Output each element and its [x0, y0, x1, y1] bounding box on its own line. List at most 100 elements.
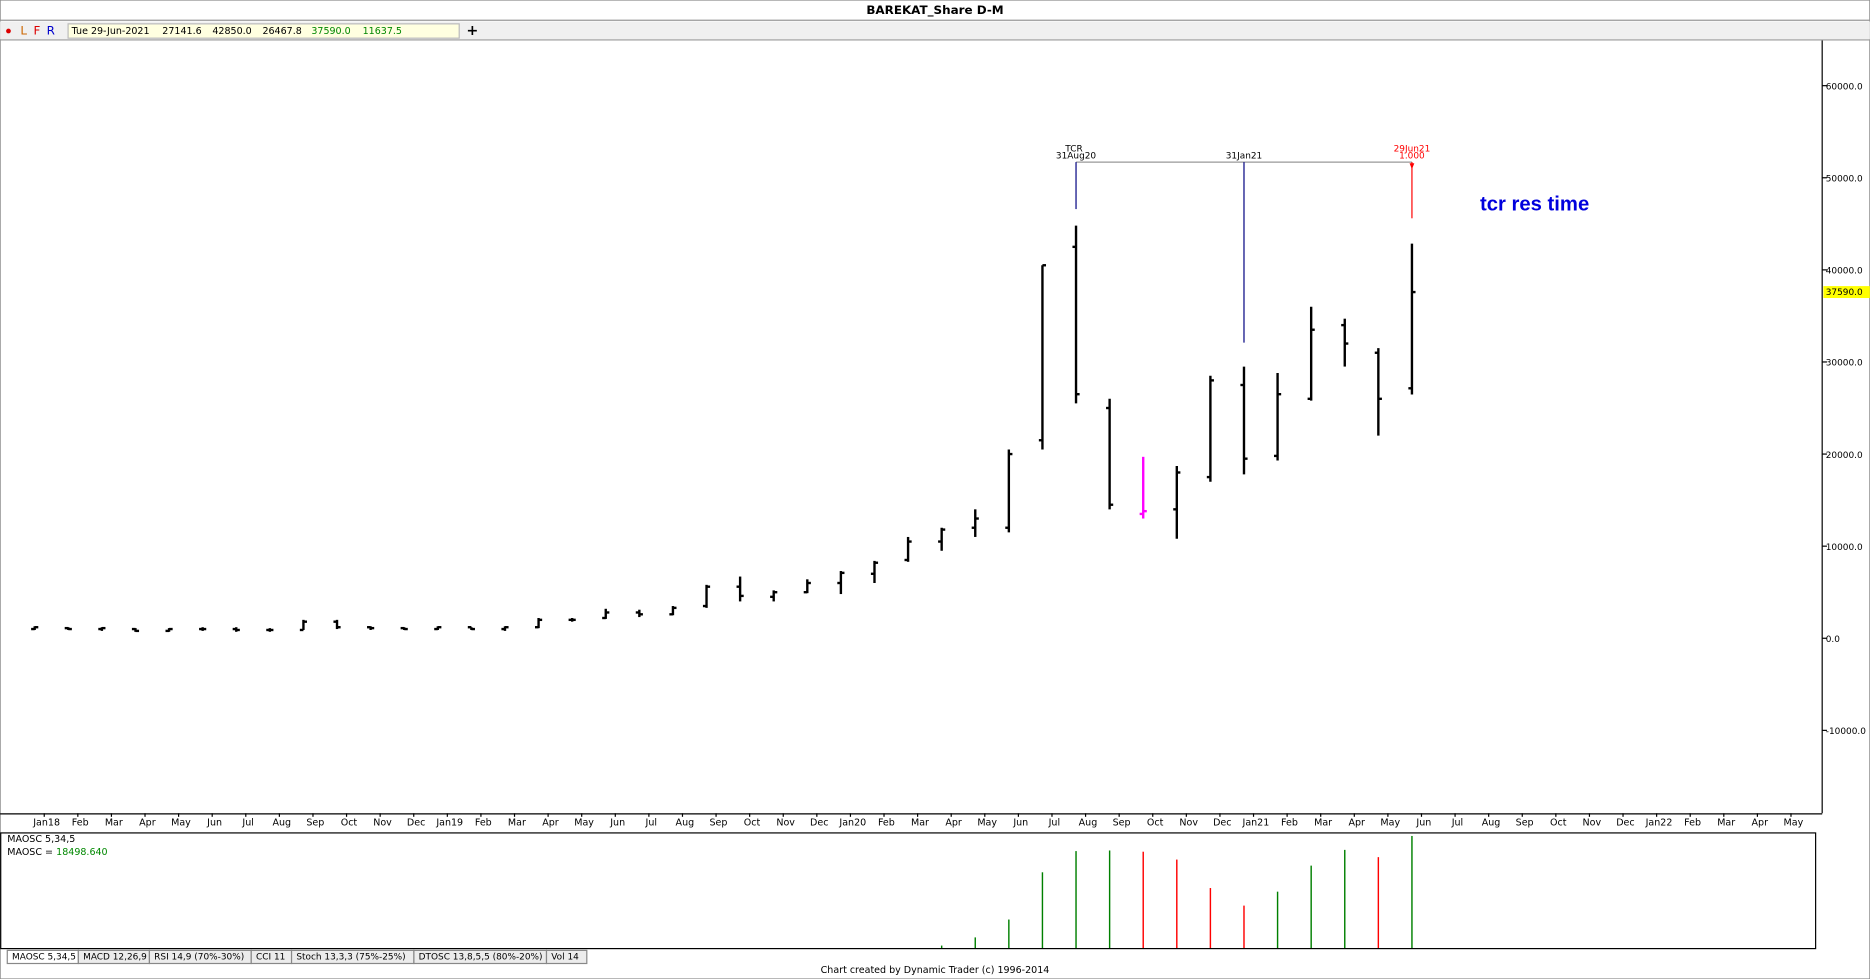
x-tick-label: Mar — [105, 817, 123, 828]
bar-high: 42850.0 — [212, 26, 251, 37]
x-tick-label: Oct — [744, 817, 761, 828]
x-tick-label: Jan20 — [838, 817, 866, 828]
tab-label: Stoch 13,3,3 (75%-25%) — [296, 952, 405, 962]
x-tick-label: Feb — [475, 817, 492, 828]
x-tick-label: Jan19 — [435, 817, 463, 828]
button-f[interactable]: F — [34, 24, 41, 38]
bar-close: 37590.0 — [311, 26, 350, 37]
indicator-title: MAOSC 5,34,5 — [7, 834, 75, 845]
x-tick-label: Apr — [1348, 817, 1365, 828]
window-title: BAREKAT_Share D-M — [866, 3, 1003, 18]
x-tick-label: Mar — [1314, 817, 1332, 828]
x-tick-label: Nov — [776, 817, 795, 828]
tcr-date: 31Jan21 — [1226, 152, 1263, 162]
y-tick-label: 20000.0 — [1826, 451, 1863, 461]
x-tick-label: May — [574, 817, 594, 828]
x-tick-label: Mar — [1717, 817, 1735, 828]
dot — [6, 28, 11, 34]
x-tick-label: Jun — [206, 817, 222, 828]
x-tick-label: May — [1784, 817, 1804, 828]
x-tick-label: Oct — [1550, 817, 1567, 828]
x-tick-label: Dec — [810, 817, 828, 828]
x-tick-label: Jul — [241, 817, 253, 828]
add-button[interactable]: + — [466, 23, 478, 39]
x-tick-label: Nov — [373, 817, 392, 828]
x-tick-label: Mar — [508, 817, 526, 828]
x-tick-label: Dec — [1616, 817, 1634, 828]
x-tick-label: Jul — [1048, 817, 1060, 828]
tcr-date: 31Aug20 — [1056, 152, 1097, 162]
y-tick-label: -10000.0 — [1826, 727, 1866, 737]
tcr-title: TCR — [1064, 144, 1082, 154]
toolbar — [0, 21, 1870, 40]
indicator-readout-name: MAOSC = — [7, 847, 53, 858]
x-tick-label: May — [977, 817, 997, 828]
x-tick-label: Feb — [1281, 817, 1298, 828]
x-tick-label: Aug — [272, 817, 291, 828]
x-tick-label: Dec — [407, 817, 425, 828]
button-l[interactable]: L — [20, 24, 27, 38]
x-tick-label: Apr — [542, 817, 559, 828]
x-tick-label: Apr — [945, 817, 962, 828]
y-tick-label: 30000.0 — [1826, 359, 1863, 369]
x-tick-label: Oct — [341, 817, 358, 828]
x-tick-label: Feb — [878, 817, 895, 828]
x-tick-label: Jan18 — [32, 817, 60, 828]
x-tick-label: Apr — [1752, 817, 1769, 828]
tab[interactable] — [545, 949, 588, 965]
footer: Chart created by Dynamic Trader (c) 1996… — [821, 965, 1050, 976]
x-tick-label: Aug — [1482, 817, 1501, 828]
x-tick-label: May — [171, 817, 191, 828]
x-tick-label: Mar — [911, 817, 929, 828]
annotation: tcr res time — [1480, 193, 1589, 215]
last-price-label: 37590.0 — [1826, 288, 1863, 298]
indicator-readout: 18498.640 — [56, 847, 107, 858]
indicator-panel — [0, 832, 1817, 950]
bar-range: 11637.5 — [363, 26, 402, 37]
x-tick-label: Aug — [676, 817, 695, 828]
x-tick-label: Dec — [1213, 817, 1231, 828]
tab-label: CCI 11 — [256, 952, 285, 962]
x-tick-label: Jul — [1451, 817, 1463, 828]
x-tick-label: Aug — [1079, 817, 1098, 828]
x-tick-label: Nov — [1179, 817, 1198, 828]
x-tick-label: Sep — [1113, 817, 1131, 828]
x-tick-label: May — [1380, 817, 1400, 828]
bar-date: Tue 29-Jun-2021 — [71, 26, 150, 37]
tab-label: MACD 12,26,9 — [83, 952, 147, 962]
x-tick-label: Sep — [709, 817, 727, 828]
tab-label: RSI 14,9 (70%-30%) — [154, 952, 244, 962]
x-tick-label: Sep — [1516, 817, 1534, 828]
x-tick-label: Nov — [1583, 817, 1602, 828]
bar-open: 27141.6 — [162, 26, 201, 37]
bar-low: 26467.8 — [262, 26, 301, 37]
tab-label: DTOSC 13,8,5,5 (80%-20%) — [419, 952, 543, 962]
y-tick-label: 10000.0 — [1826, 543, 1863, 553]
x-tick-label: Jan22 — [1645, 817, 1673, 828]
y-tick-label: 50000.0 — [1826, 174, 1863, 184]
x-tick-label: Jul — [645, 817, 657, 828]
button-r[interactable]: R — [47, 24, 55, 38]
last-price-box — [1823, 286, 1870, 299]
y-tick-label: 0.0 — [1826, 635, 1841, 645]
tcr-date: 29Jun21 — [1394, 144, 1431, 154]
x-tick-label: Jun — [1415, 817, 1431, 828]
tab-label: Vol 14 — [551, 952, 579, 962]
x-tick-label: Jun — [1012, 817, 1028, 828]
data-box — [67, 23, 460, 39]
x-tick-label: Jan21 — [1242, 817, 1270, 828]
y-tick-label: 60000.0 — [1826, 82, 1863, 92]
y-tick-label: 40000.0 — [1826, 267, 1863, 277]
x-tick-label: Oct — [1147, 817, 1164, 828]
tab-label: MAOSC 5,34,5 — [12, 952, 76, 962]
x-tick-label: Jun — [609, 817, 625, 828]
tcr-ratio: 1.000 — [1399, 152, 1425, 162]
x-tick-label: Sep — [306, 817, 324, 828]
x-tick-label: Feb — [72, 817, 89, 828]
x-tick-label: Feb — [1684, 817, 1701, 828]
tcr-arrow — [1409, 163, 1415, 170]
x-tick-label: Apr — [139, 817, 156, 828]
